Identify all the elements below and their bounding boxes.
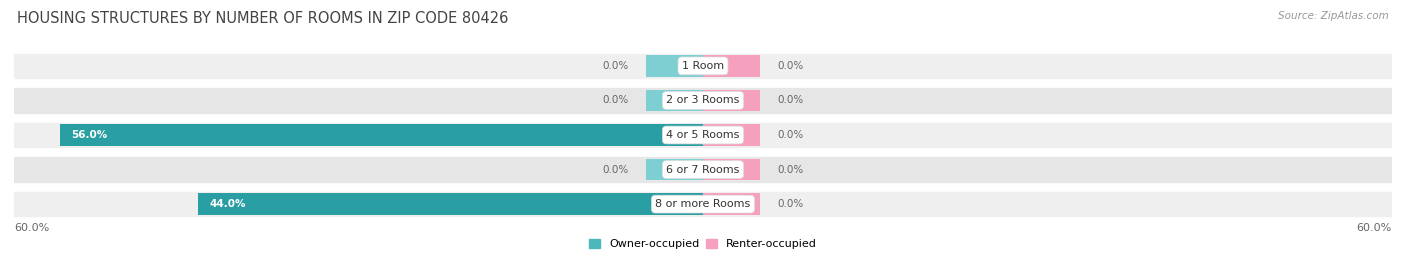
Text: 6 or 7 Rooms: 6 or 7 Rooms xyxy=(666,164,740,175)
Text: 2 or 3 Rooms: 2 or 3 Rooms xyxy=(666,95,740,106)
Text: 0.0%: 0.0% xyxy=(778,164,804,175)
Bar xyxy=(703,90,761,111)
Text: 8 or more Rooms: 8 or more Rooms xyxy=(655,199,751,209)
Text: 4 or 5 Rooms: 4 or 5 Rooms xyxy=(666,130,740,140)
Bar xyxy=(645,159,703,180)
Text: 0.0%: 0.0% xyxy=(778,199,804,209)
Text: 0.0%: 0.0% xyxy=(602,95,628,106)
Bar xyxy=(703,55,761,77)
Text: 1 Room: 1 Room xyxy=(682,61,724,71)
Text: 0.0%: 0.0% xyxy=(778,95,804,106)
Text: Source: ZipAtlas.com: Source: ZipAtlas.com xyxy=(1278,11,1389,21)
Text: 60.0%: 60.0% xyxy=(1357,223,1392,233)
Text: 0.0%: 0.0% xyxy=(778,130,804,140)
Bar xyxy=(645,90,703,111)
Bar xyxy=(703,124,761,146)
Text: 0.0%: 0.0% xyxy=(778,61,804,71)
Bar xyxy=(14,157,1392,182)
Text: 44.0%: 44.0% xyxy=(209,199,246,209)
Bar xyxy=(14,54,1392,78)
Bar xyxy=(645,55,703,77)
Bar xyxy=(14,88,1392,113)
Text: 0.0%: 0.0% xyxy=(602,61,628,71)
Text: 0.0%: 0.0% xyxy=(602,164,628,175)
Bar xyxy=(703,193,761,215)
Bar xyxy=(14,123,1392,147)
Text: HOUSING STRUCTURES BY NUMBER OF ROOMS IN ZIP CODE 80426: HOUSING STRUCTURES BY NUMBER OF ROOMS IN… xyxy=(17,11,508,26)
Legend: Owner-occupied, Renter-occupied: Owner-occupied, Renter-occupied xyxy=(585,235,821,254)
Bar xyxy=(198,193,703,215)
Bar xyxy=(14,192,1392,216)
Bar xyxy=(703,159,761,180)
Text: 56.0%: 56.0% xyxy=(72,130,108,140)
Bar xyxy=(60,124,703,146)
Text: 60.0%: 60.0% xyxy=(14,223,49,233)
